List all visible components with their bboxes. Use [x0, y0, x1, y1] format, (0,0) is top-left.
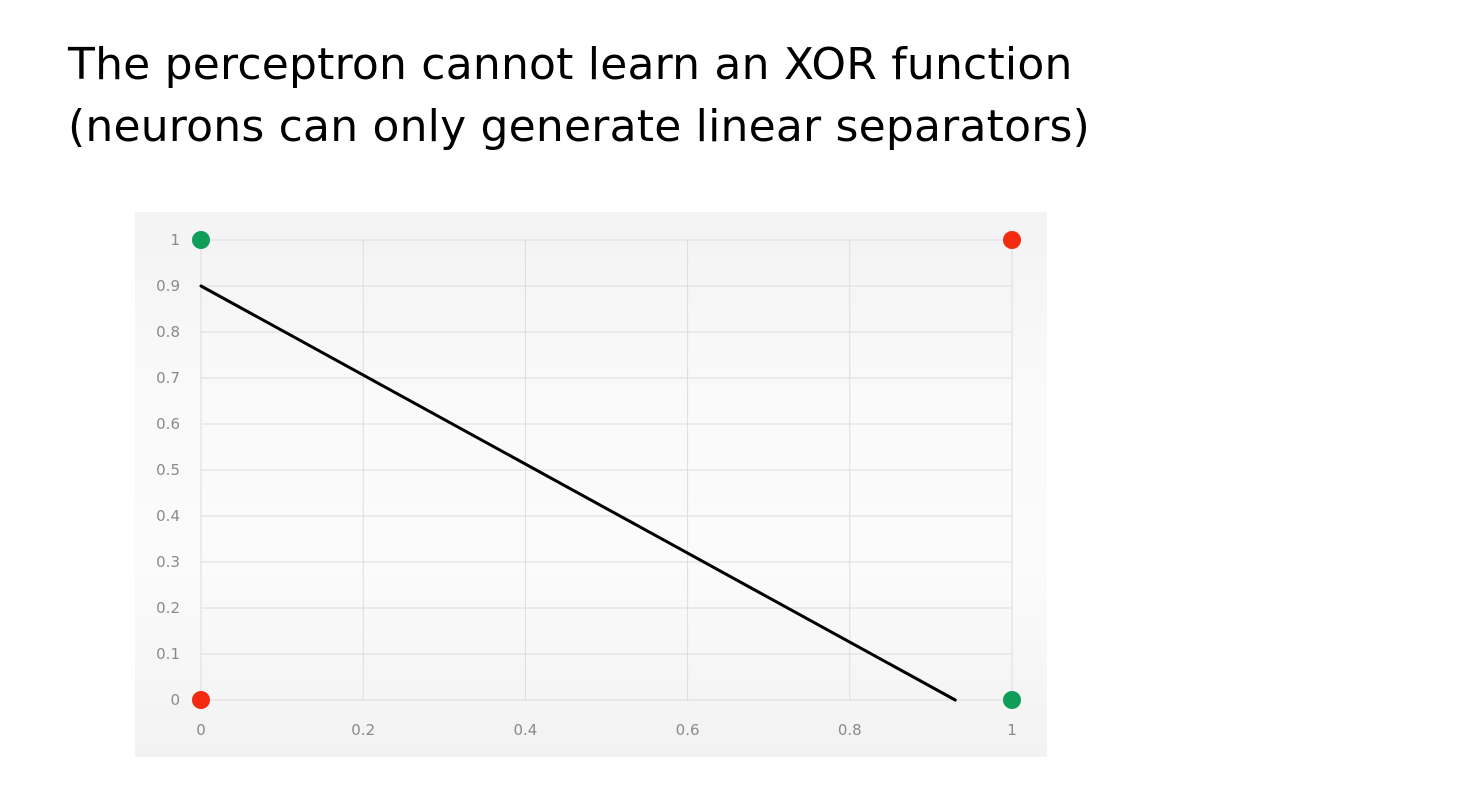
y-tick-label: 0.4: [156, 507, 180, 525]
x-tick-label: 0.4: [513, 721, 537, 739]
title-line-2: (neurons can only generate linear separa…: [68, 101, 1090, 152]
y-tick-label: 0.7: [156, 369, 180, 387]
y-tick-label: 0.2: [156, 599, 180, 617]
x-tick-label: 0.2: [351, 721, 375, 739]
x-tick-label: 0.8: [838, 721, 862, 739]
separator-lines: [199, 284, 957, 702]
data-point: [1003, 231, 1021, 249]
x-tick-label: 0: [196, 721, 206, 739]
slide-title: The perceptron cannot learn an XOR funct…: [68, 34, 1090, 158]
y-tick-label: 0.6: [156, 415, 180, 433]
data-point: [192, 691, 210, 709]
data-point: [192, 231, 210, 249]
y-tick-label: 0.3: [156, 553, 180, 571]
y-tick-label: 0: [170, 691, 180, 709]
y-tick-label: 0.9: [156, 277, 180, 295]
y-tick-label: 0.8: [156, 323, 180, 341]
x-tick-label: 0.6: [676, 721, 700, 739]
x-axis-tick-labels: 0 0.2 0.4 0.6 0.8 1: [196, 721, 1017, 739]
xor-scatter-chart: 0 0.1 0.2 0.3 0.4 0.5 0.6 0.7 0.8 0.9 1 0 0.2 0.4 0.6…: [156, 231, 1021, 739]
title-line-1: The perceptron cannot learn an XOR funct…: [68, 39, 1073, 90]
y-tick-label: 1: [170, 231, 180, 249]
y-tick-label: 0.1: [156, 645, 180, 663]
data-points: [192, 231, 1021, 709]
y-tick-label: 0.5: [156, 461, 180, 479]
chart-area: 0 0.1 0.2 0.3 0.4 0.5 0.6 0.7 0.8 0.9 1 0 0.2 0.4 0.6…: [135, 212, 1047, 757]
grid-lines: [200, 239, 1013, 701]
data-point: [1003, 691, 1021, 709]
linear-separator-line: [199, 284, 957, 702]
y-axis-tick-labels: 0 0.1 0.2 0.3 0.4 0.5 0.6 0.7 0.8 0.9 1: [156, 231, 180, 709]
x-tick-label: 1: [1007, 721, 1017, 739]
